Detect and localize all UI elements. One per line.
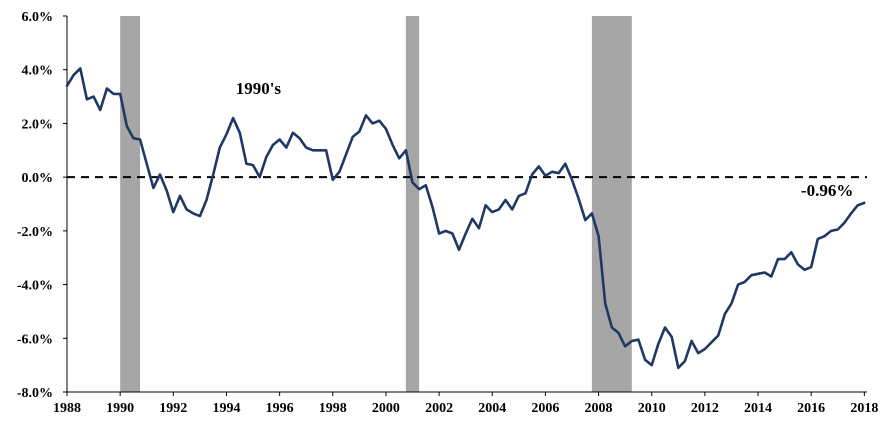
recession-band-3 [591,16,632,392]
annotations: 1990's -0.96% [236,79,854,200]
y-tick-label: 2.0% [22,117,54,132]
y-tick-label: -2.0% [17,225,53,240]
recession-bands [120,16,632,392]
x-tick-label: 1996 [266,401,294,416]
x-tick-label: 1994 [212,401,240,416]
x-tick-label: 2010 [638,401,666,416]
x-tick-label: 2016 [797,401,825,416]
y-tick-label: -6.0% [17,332,53,347]
axes [63,15,867,396]
x-tick-label: 2018 [850,401,878,416]
x-tick-label: 2000 [372,401,400,416]
x-tick-label: 2012 [691,401,719,416]
x-tick-label: 1992 [159,401,187,416]
x-tick-labels: 1988 1990 1992 1994 1996 1998 2000 2002 2004 2006… [53,401,878,416]
y-tick-label: 4.0% [22,64,54,79]
x-tick-label: 2004 [478,401,506,416]
x-tick-label: 1988 [53,401,81,416]
x-tick-label: 1990 [106,401,134,416]
y-tick-label: -4.0% [17,279,53,294]
annotation-label-1: 1990's [236,79,282,98]
x-tick-label: 2014 [744,401,772,416]
x-tick-label: 1998 [319,401,347,416]
y-tick-labels: 6.0% 4.0% 2.0% 0.0% -2.0% -4.0% -6.0% -8.0% [17,10,53,401]
x-tick-label: 2002 [425,401,453,416]
series-layer [65,67,866,370]
x-tick-label: 2006 [531,401,559,416]
y-tick-label: 0.0% [22,171,54,186]
annotation-label-2: -0.96% [801,181,853,200]
y-tick-label: -8.0% [17,386,53,401]
recession-band-1 [120,16,141,392]
y-tick-label: 6.0% [22,10,54,25]
series-line-1 [65,67,866,370]
recession-band-2 [405,16,420,392]
x-tick-label: 2008 [585,401,613,416]
